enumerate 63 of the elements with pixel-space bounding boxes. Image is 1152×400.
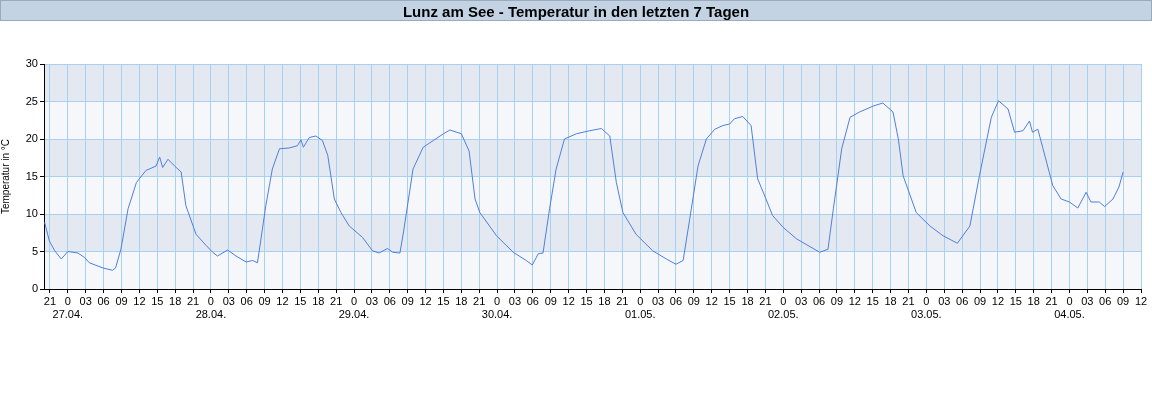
x-tick-label: 03 [795,294,808,307]
x-tick-label: 15 [580,294,593,307]
x-tick-label: 21 [759,294,772,307]
x-tick-label: 21 [616,294,629,307]
x-tick-label: 06 [240,294,253,307]
x-tick-label: 12 [848,294,861,307]
x-tick-label: 21 [1045,294,1058,307]
x-tick-label: 18 [169,294,182,307]
x-tick-label: 06 [669,294,683,307]
x-tick-label: 15 [723,294,736,307]
x-tick-label: 09 [115,294,128,307]
x-tick-label: 06 [97,294,110,307]
x-tick-label: 18 [455,294,468,307]
y-tick-label: 30 [25,57,38,70]
x-tick-label: 12 [991,294,1005,307]
x-tick-label: 21 [330,294,343,307]
x-tick-label: 09 [973,294,987,307]
x-tick-label: 12 [276,294,289,307]
x-tick-label: 06 [956,294,969,307]
y-tick-label: 25 [25,94,38,107]
x-tick-label: 21 [473,294,486,307]
x-tick-label: 18 [312,294,325,307]
x-tick-label: 15 [1009,294,1022,307]
x-tick-label: 12 [705,294,718,307]
x-tick-label: 18 [1027,294,1040,307]
y-tick-label: 10 [25,207,38,220]
x-tick-label: 06 [1099,294,1112,307]
x-tick-label: 03 [651,294,665,307]
x-tick-label: 18 [741,294,754,307]
x-tick-label: 21 [43,294,57,307]
x-tick-label: 06 [526,294,540,307]
x-tick-label: 03 [508,294,522,307]
x-tick-label: 03 [365,294,379,307]
x-tick-label: 09 [1116,294,1130,307]
x-tick-label: 15 [294,294,307,307]
x-tick-label: 09 [830,294,844,307]
x-tick-label: 09 [544,294,557,307]
x-tick-label: 15 [866,294,879,307]
x-tick-label: 12 [133,294,146,307]
y-tick-label: 0 [31,282,38,295]
x-tick-label: 03 [222,294,235,307]
y-tick-label: 15 [25,169,38,182]
x-tick-label: 06 [383,294,396,307]
x-tick-label: 15 [151,294,164,307]
x-tick-label: 09 [687,294,700,307]
chart-title: Lunz am See - Temperatur in den letzten 7 Tagen [0,0,1152,21]
x-tick-label: 03 [938,294,951,307]
y-tick-label: 20 [25,132,38,145]
y-axis-title: Temperatur in °C [0,138,11,215]
x-tick-label: 06 [812,294,826,307]
x-tick-label: 12 [1134,294,1148,307]
x-tick-label: 18 [884,294,897,307]
x-tick-label: 12 [419,294,432,307]
x-tick-label: 21 [186,294,200,307]
x-tick-label: 15 [437,294,450,307]
x-tick-label: 12 [562,294,575,307]
x-tick-label: 09 [401,294,414,307]
x-tick-label: 18 [598,294,611,307]
x-tick-label: 09 [258,294,271,307]
y-tick-label: 5 [31,244,38,257]
x-tick-label: 03 [1081,294,1094,307]
x-tick-label: 03 [79,294,92,307]
x-tick-label: 21 [902,294,915,307]
